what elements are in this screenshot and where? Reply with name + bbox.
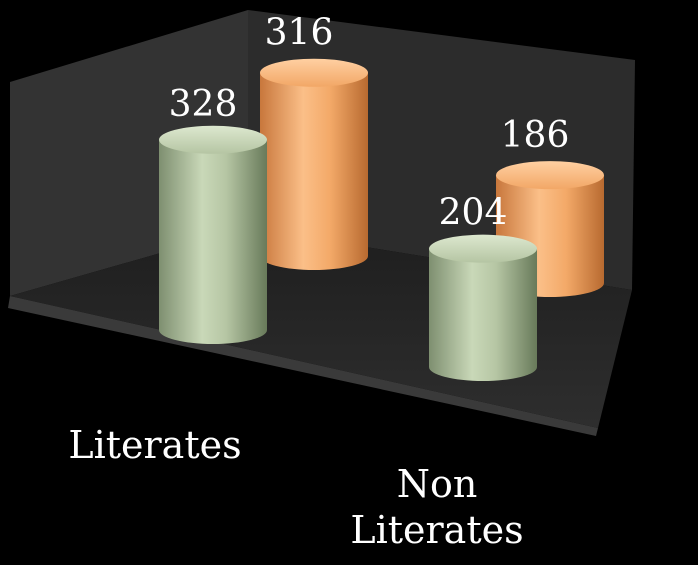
bar-top <box>496 161 604 190</box>
category-label-line: Literates <box>68 423 241 467</box>
data-label-s1-c0: 316 <box>265 13 334 54</box>
category-label-line: Non <box>397 462 478 506</box>
bar-cylinder-s0-c0 <box>159 125 267 344</box>
bar-body <box>159 139 267 344</box>
category-label-1: Non Literates <box>350 462 523 552</box>
bar-top <box>260 58 368 87</box>
bar-top <box>159 125 267 154</box>
category-label-line: Literates <box>350 508 523 552</box>
bar-cylinder-s0-c1 <box>429 234 537 381</box>
bar-top <box>429 234 537 263</box>
data-label-s0-c1: 204 <box>439 193 508 234</box>
category-label-0: Literates <box>68 423 241 467</box>
data-label-s0-c0: 328 <box>169 84 238 125</box>
bar-body <box>260 72 368 270</box>
data-label-s1-c1: 186 <box>501 115 570 156</box>
bar-body <box>429 248 537 381</box>
bars-layer <box>159 58 604 381</box>
bar-cylinder-s1-c0 <box>260 58 368 270</box>
floor-front-edge <box>8 296 598 436</box>
